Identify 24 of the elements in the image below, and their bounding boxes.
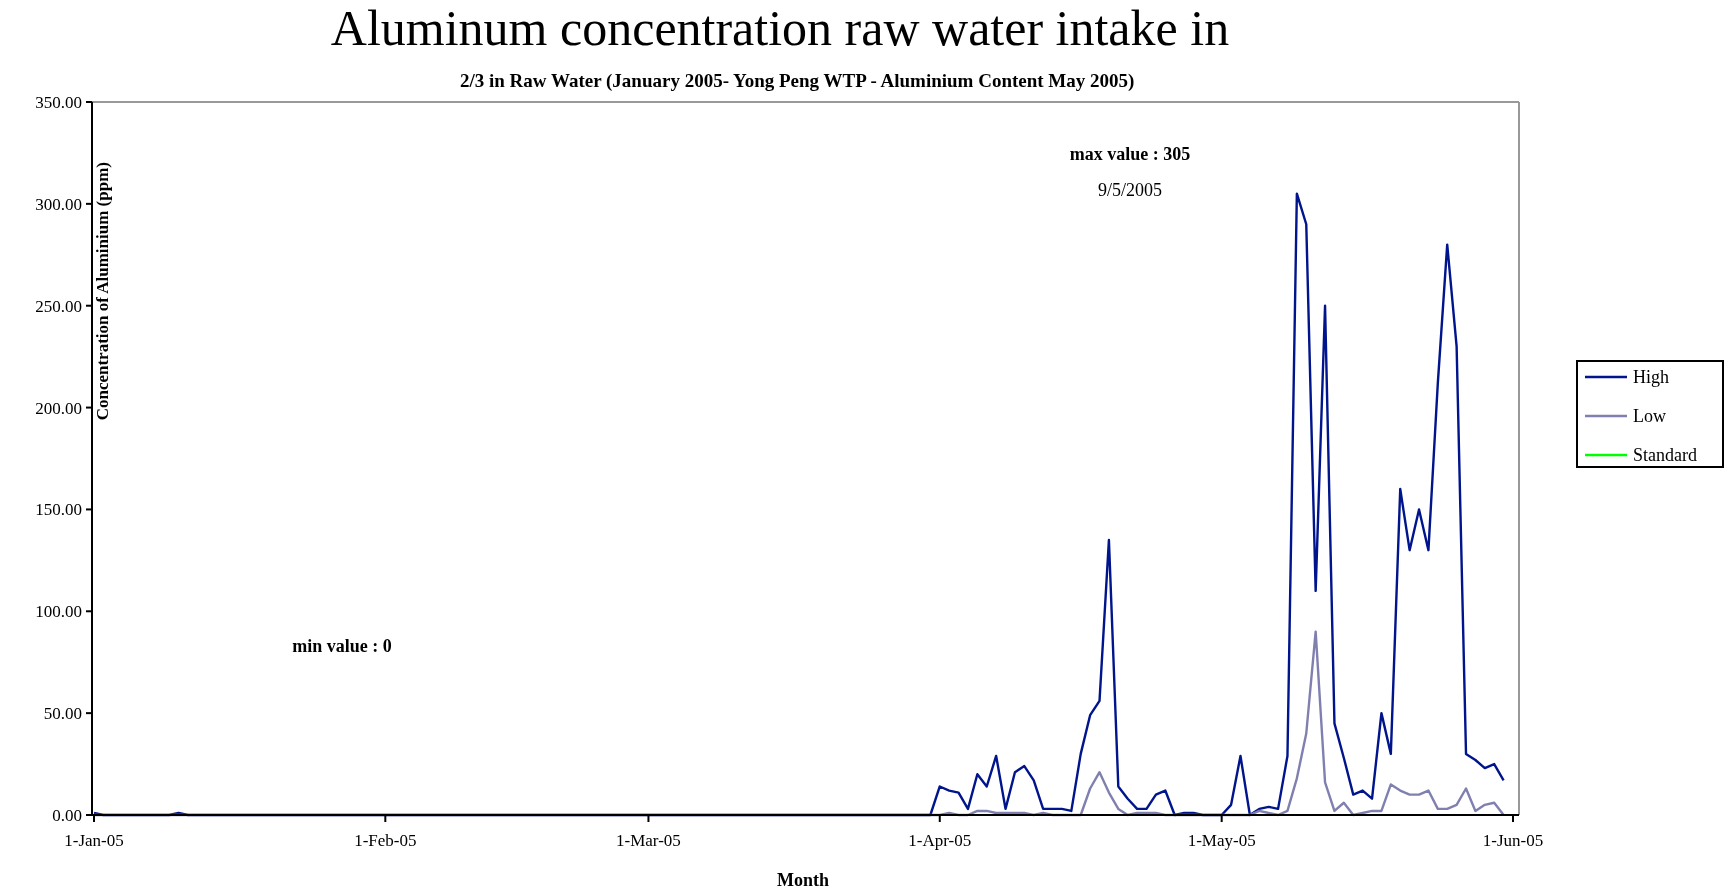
y-axis-title: Concentration of Aluminium (ppm): [93, 162, 112, 421]
y-tick-label: 200.00: [35, 398, 82, 418]
y-tick-label: 150.00: [35, 500, 82, 520]
y-tick-label: 0.00: [52, 805, 82, 825]
x-tick-label: 1-Jun-05: [1482, 831, 1544, 850]
x-tick-label: 1-May-05: [1187, 831, 1256, 850]
legend-label: Standard: [1633, 445, 1697, 466]
y-tick-label: 300.00: [35, 194, 82, 214]
y-tick-label: 250.00: [35, 296, 82, 316]
legend-label: Low: [1633, 406, 1666, 427]
legend-label: High: [1633, 367, 1669, 388]
y-tick-label: 350.00: [35, 92, 82, 112]
x-tick-label: 1-Feb-05: [354, 831, 417, 850]
annotation: min value : 0: [292, 636, 392, 656]
x-tick-label: 1-Jan-05: [64, 831, 124, 850]
y-tick-label: 100.00: [35, 602, 82, 622]
chart-subtitle: 2/3 in Raw Water (January 2005- Yong Peng WTP - Aluminium Content May 2005): [460, 70, 1135, 92]
y-tick-label: 50.00: [43, 704, 82, 724]
chart-title: Aluminum concentration raw water intake in: [330, 0, 1230, 56]
x-tick-label: 1-Apr-05: [908, 831, 972, 850]
annotation: max value : 305: [1069, 144, 1191, 164]
x-tick-label: 1-Mar-05: [616, 831, 681, 850]
annotation: 9/5/2005: [1097, 180, 1163, 200]
x-axis-title: Month: [776, 870, 830, 890]
